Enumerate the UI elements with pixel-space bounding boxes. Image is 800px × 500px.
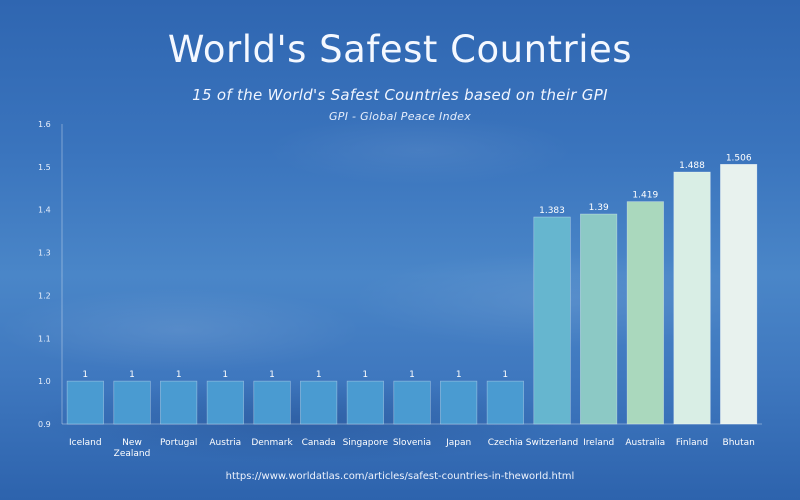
y-tick-label: 1.2: [38, 291, 51, 300]
x-tick-label: Japan: [445, 438, 471, 448]
x-tick-label: Australia: [625, 438, 665, 448]
bar: [533, 216, 571, 425]
bar: [720, 164, 758, 425]
chart-title: World's Safest Countries: [167, 28, 633, 71]
x-tick-label: Slovenia: [393, 438, 431, 448]
data-label: 1.506: [726, 153, 752, 163]
x-tick-label: Switzerland: [526, 438, 579, 448]
x-tick-label: Zealand: [114, 449, 151, 459]
x-tick-label: Portugal: [160, 438, 197, 448]
y-tick-label: 1.3: [38, 249, 51, 258]
bar: [160, 380, 198, 425]
data-label: 1: [222, 370, 228, 380]
gpi-note: GPI - Global Peace Index: [328, 110, 472, 123]
x-tick-label: Ireland: [583, 438, 614, 448]
bar: [626, 201, 664, 425]
bar: [673, 171, 711, 425]
data-label: 1: [316, 370, 322, 380]
data-label: 1.488: [679, 161, 705, 171]
bar: [113, 380, 151, 425]
x-tick-label: Denmark: [251, 438, 293, 448]
x-tick-label: Singapore: [343, 438, 389, 448]
x-tick-label: Czechia: [488, 438, 523, 448]
x-tick-label: Finland: [676, 438, 708, 448]
bar: [393, 380, 431, 425]
bar: [346, 380, 384, 425]
data-label: 1: [456, 370, 462, 380]
x-tick-label: Canada: [302, 438, 336, 448]
y-tick-label: 1.0: [38, 377, 51, 386]
y-tick-label: 1.4: [38, 206, 51, 215]
y-tick-label: 1.1: [38, 334, 51, 343]
data-label: 1.383: [539, 206, 565, 216]
data-label: 1: [269, 370, 275, 380]
bar: [66, 380, 104, 425]
bar: [300, 380, 338, 425]
data-label: 1.39: [589, 203, 609, 213]
data-label: 1: [82, 370, 88, 380]
y-tick-label: 1.6: [38, 120, 51, 129]
bar: [440, 380, 478, 425]
data-label: 1: [409, 370, 415, 380]
bar: [486, 380, 524, 425]
x-tick-label: Iceland: [69, 438, 102, 448]
bar: [206, 380, 244, 425]
data-label: 1: [176, 370, 182, 380]
bar: [580, 213, 618, 425]
x-tick-label: Austria: [209, 438, 241, 448]
y-tick-label: 1.5: [38, 163, 51, 172]
data-label: 1: [362, 370, 368, 380]
x-tick-label: Bhutan: [723, 438, 755, 448]
data-label: 1: [502, 370, 508, 380]
chart-subtitle: 15 of the World's Safest Countries based…: [192, 86, 608, 104]
bar: [253, 380, 291, 425]
x-tick-label: New: [122, 438, 142, 448]
y-tick-label: 0.9: [38, 420, 51, 429]
source-link[interactable]: https://www.worldatlas.com/articles/safe…: [225, 471, 575, 482]
data-label: 1.419: [632, 191, 658, 201]
data-label: 1: [129, 370, 135, 380]
